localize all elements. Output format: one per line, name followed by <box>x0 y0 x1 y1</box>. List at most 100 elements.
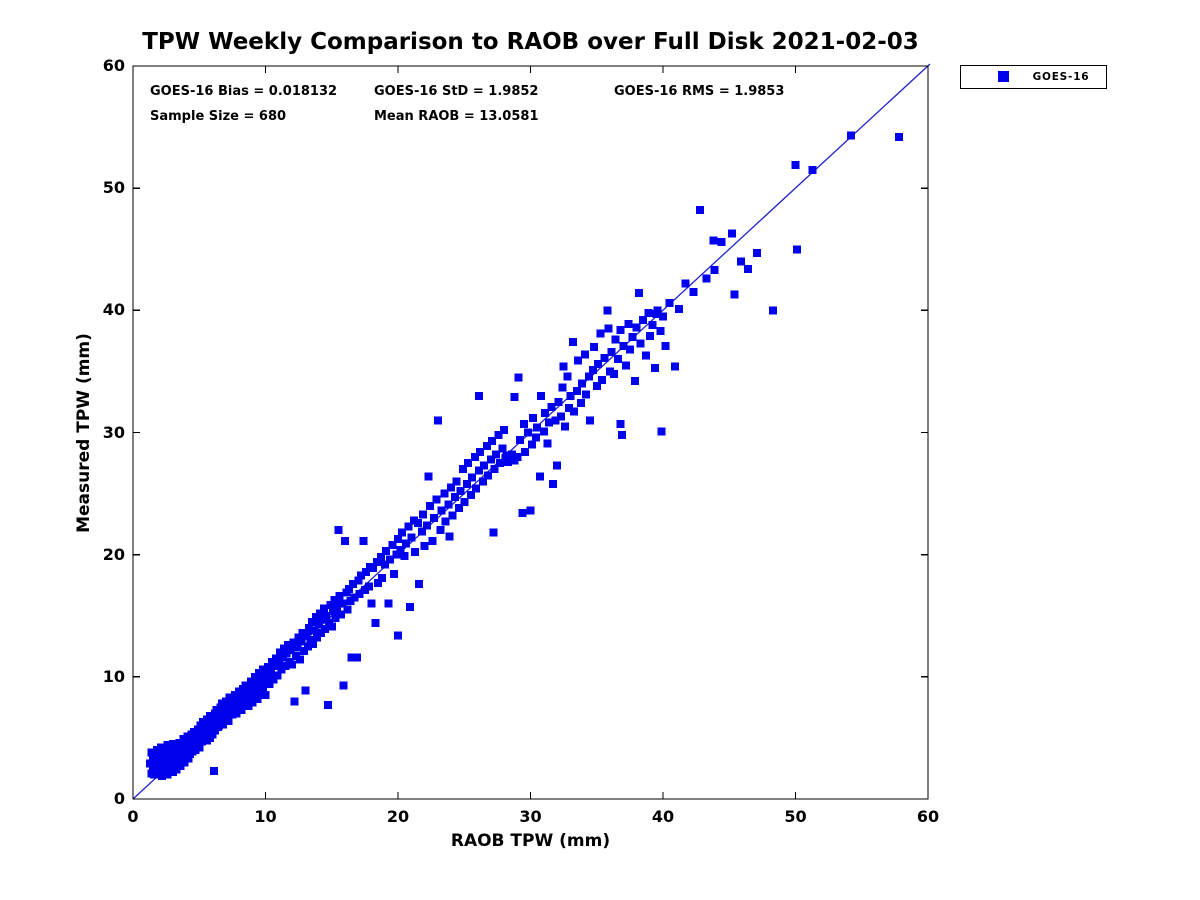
scatter-point <box>488 437 497 446</box>
scatter-point <box>347 653 356 662</box>
scatter-point <box>464 459 473 468</box>
scatter-point <box>641 351 650 360</box>
scatter-point <box>315 609 324 618</box>
scatter-point <box>444 500 453 509</box>
y-tick-label: 10 <box>102 666 125 686</box>
scatter-point <box>523 428 532 437</box>
scatter-point <box>661 341 670 350</box>
scatter-point <box>382 547 391 556</box>
scatter-point <box>492 450 501 459</box>
scatter-point <box>290 697 299 706</box>
y-tick-label: 20 <box>102 544 125 564</box>
scatter-point <box>484 471 493 480</box>
scatter-point <box>299 647 308 656</box>
scatter-point <box>380 560 389 569</box>
scatter-point <box>543 439 552 448</box>
scatter-point <box>303 642 312 651</box>
scatter-point <box>394 534 402 543</box>
scatter-point <box>344 584 353 593</box>
x-tick-label: 60 <box>916 807 940 826</box>
scatter-point <box>670 362 679 371</box>
y-tick-label: 50 <box>102 178 125 198</box>
scatter-point <box>527 440 536 449</box>
scatter-point <box>743 264 752 273</box>
scatter-point <box>265 680 274 689</box>
scatter-point <box>576 399 585 408</box>
x-tick-label: 30 <box>519 807 542 826</box>
scatter-point <box>582 390 591 399</box>
scatter-point <box>364 582 373 591</box>
scatter-point <box>710 266 719 275</box>
scatter-point <box>396 545 405 554</box>
scatter-point <box>564 404 573 413</box>
scatter-point <box>635 289 644 298</box>
scatter-point <box>302 631 311 640</box>
scatter-point <box>362 567 371 576</box>
scatter-point <box>563 372 572 381</box>
scatter-point <box>458 465 467 474</box>
scatter-point <box>462 479 471 488</box>
scatter-point <box>549 479 558 488</box>
scatter-point <box>521 448 530 457</box>
scatter-point <box>651 363 660 372</box>
scatter-point <box>616 325 625 334</box>
scatter-point <box>356 571 365 580</box>
legend: GOES-16 <box>960 65 1107 89</box>
scatter-point <box>639 316 648 325</box>
scatter-point <box>401 539 410 548</box>
scatter-point <box>510 393 519 402</box>
scatter-point <box>566 391 575 400</box>
scatter-point <box>261 691 270 700</box>
scatter-point <box>489 528 498 537</box>
scatter-point <box>433 416 442 425</box>
scatter-point <box>590 342 599 351</box>
scatter-point <box>378 573 387 582</box>
scatter-point <box>636 339 645 348</box>
scatter-point <box>847 131 856 140</box>
scatter-point <box>354 576 363 585</box>
scatter-point <box>372 557 381 566</box>
scatter-point <box>519 419 528 428</box>
x-tick-label: 40 <box>651 807 675 826</box>
scatter-point <box>648 320 657 329</box>
scatter-point <box>288 660 296 669</box>
scatter-point <box>219 720 228 729</box>
scatter-point <box>272 654 281 663</box>
x-tick-label: 50 <box>784 807 807 826</box>
scatter-point <box>570 407 579 416</box>
scatter-point <box>253 694 262 703</box>
scatter-point <box>376 553 385 562</box>
stat-mean-raob: Mean RAOB = 13.0581 <box>374 109 539 124</box>
scatter-point <box>425 501 434 510</box>
scatter-point <box>631 377 640 386</box>
scatter-point <box>580 350 589 359</box>
scatter-point <box>273 671 282 680</box>
scatter-point <box>392 550 401 559</box>
scatter-point <box>535 472 544 481</box>
scatter-point <box>507 450 516 459</box>
scatter-point <box>331 614 340 623</box>
scatter-point <box>339 681 348 690</box>
scatter-point <box>407 533 416 542</box>
scatter-point <box>472 484 481 493</box>
scatter-point <box>368 564 377 573</box>
scatter-point <box>578 379 587 388</box>
scatter-point <box>163 770 172 779</box>
scatter-point <box>386 555 395 564</box>
x-tick-label: 0 <box>127 807 139 826</box>
scatter-point <box>305 623 314 632</box>
scatter-point <box>468 473 477 482</box>
scatter-point <box>330 595 339 604</box>
scatter-point <box>584 372 593 381</box>
scatter-point <box>466 490 475 499</box>
scatter-point <box>355 589 364 598</box>
scatter-point <box>625 345 634 354</box>
scatter-point <box>619 341 628 350</box>
scatter-point <box>645 331 654 340</box>
scatter-point <box>490 465 499 474</box>
scatter-point <box>515 435 524 444</box>
y-tick-label: 30 <box>102 422 125 442</box>
scatter-point <box>307 617 316 626</box>
scatter-point <box>613 355 622 364</box>
